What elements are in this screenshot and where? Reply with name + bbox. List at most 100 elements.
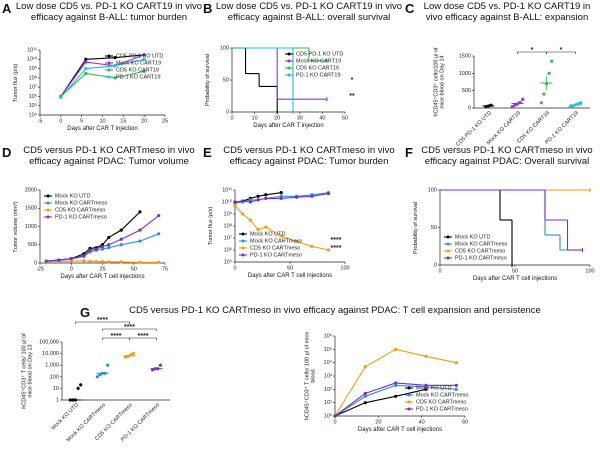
legend-marker [407, 386, 411, 390]
legend-label: PD-1 KO CART19 [296, 72, 341, 78]
y-tick-label: 1500 [459, 53, 471, 59]
y-tick-label: 2000 [25, 187, 37, 193]
panel-title: Low dose CD5 vs. PD-1 KO CART19 in vivo … [423, 1, 591, 23]
data-point [310, 244, 314, 248]
legend-marker [287, 59, 291, 63]
significance-bracket [75, 321, 130, 324]
data-point [157, 232, 161, 236]
legend-label: Mock KO CARTmeso [416, 392, 468, 398]
data-point [256, 198, 260, 202]
data-point [138, 228, 142, 232]
legend-marker [241, 246, 245, 250]
y-tick-label: 500 [462, 88, 471, 94]
legend-label: CD5 KO CARTmeso [455, 248, 505, 254]
data-point [138, 260, 142, 264]
data-point [84, 57, 88, 61]
data-point [57, 258, 61, 262]
data-point [363, 391, 367, 395]
data-point [113, 76, 117, 80]
x-tick-label: 0 [333, 419, 336, 425]
y-tick-label: 10 [53, 386, 59, 392]
legend-label: PD-1 KO CARTmeso [250, 252, 302, 258]
data-point [568, 105, 572, 109]
y-axis-label: hCD45⁺CD3⁺ T cells/ 100 μl of mice blood [304, 331, 317, 421]
data-point [107, 235, 111, 240]
y-tick-label: 10² [324, 387, 332, 393]
data-point [107, 246, 111, 250]
data-point [521, 97, 525, 101]
y-tick-label: 100 [50, 374, 59, 380]
x-tick-label: -5 [38, 118, 43, 124]
x-tick-label: 40 [419, 419, 425, 425]
data-point [394, 347, 398, 351]
panel-title: CD5 versus PD-1 KO CARTmeso in vivo effi… [129, 305, 541, 316]
y-tick-label: 1000 [25, 224, 37, 230]
y-axis-label: hCD45⁺CD3⁺ cells/100 μl of mice blood on… [433, 47, 446, 117]
legend-marker [446, 242, 450, 246]
data-point [264, 196, 268, 200]
y-tick-label: 500 [28, 242, 37, 248]
data-point [119, 260, 123, 264]
data-point [84, 60, 88, 64]
y-axis-label: Tumor flux (p/s) [207, 206, 214, 246]
data-point [106, 363, 110, 367]
data-point [394, 381, 398, 385]
data-point [94, 247, 98, 251]
data-point [424, 354, 428, 358]
data-point [157, 260, 161, 264]
data-point [579, 101, 583, 105]
data-point [550, 59, 554, 63]
data-point [138, 239, 142, 243]
y-tick-label: 10⁸ [29, 74, 37, 81]
x-axis-label: Days after CAR T cell injections [357, 427, 443, 433]
significance-bracket [129, 337, 157, 340]
data-point [241, 199, 245, 203]
y-tick-label: 1500 [25, 206, 37, 212]
legend-label: CD5 KO CARTmeso [416, 399, 466, 405]
y-tick-label: 10¹⁰ [222, 198, 233, 205]
data-point [142, 57, 146, 61]
data-point [310, 194, 314, 198]
y-axis-label: hCD45⁺CD3⁺ T cells/ 100 μl of mice blood… [21, 333, 34, 409]
data-point [142, 69, 146, 73]
data-point [424, 383, 428, 387]
legend-marker [46, 201, 50, 205]
legend-label: Mock KO UTD [455, 234, 490, 240]
y-tick-label: 10⁵ [324, 346, 332, 353]
legend-marker [407, 400, 411, 404]
data-point [100, 247, 105, 251]
legend-label: Mock KO CARTmeso [455, 241, 507, 247]
x-axis-label: Days after CAR T cell injections [472, 276, 558, 282]
legend-marker [241, 239, 245, 243]
y-tick-label: 10⁶ [224, 246, 232, 253]
data-point [256, 228, 260, 232]
data-point [142, 53, 146, 57]
data-point [256, 194, 260, 198]
legend-label: CD5 PD-1 KO UTD [296, 51, 343, 57]
data-point [326, 248, 331, 252]
significance-label: **** [138, 333, 149, 340]
data-point [158, 363, 162, 367]
significance-label: **** [331, 237, 342, 244]
y-tick-label: 1 [56, 397, 59, 403]
data-point [279, 196, 283, 200]
x-axis-label: Days after CAR T cell injections [247, 273, 333, 279]
data-point [248, 218, 252, 222]
data-point [248, 200, 252, 204]
panel-letter: B [203, 1, 213, 16]
x-tick-label: 25 [99, 266, 105, 272]
panel-letter: E [203, 145, 212, 160]
x-tick-label: 0 [230, 115, 233, 121]
series-line [334, 388, 427, 417]
data-point [119, 237, 123, 241]
y-tick-label: 0 [226, 109, 229, 115]
data-point [454, 383, 458, 387]
data-point [44, 259, 48, 263]
legend-label: CD5 KO CART19 [296, 65, 339, 71]
y-tick-label: 10⁵ [29, 102, 37, 109]
x-tick-label: 100 [340, 265, 349, 271]
data-point [510, 105, 514, 109]
data-point [326, 192, 331, 196]
